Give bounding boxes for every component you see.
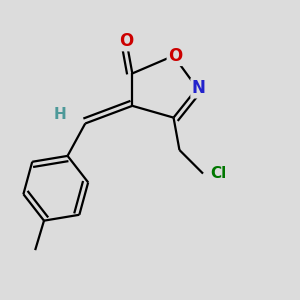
Text: O: O [119,32,134,50]
Text: H: H [54,107,67,122]
Text: N: N [192,79,206,97]
Text: O: O [168,47,182,65]
Text: Cl: Cl [210,166,226,181]
